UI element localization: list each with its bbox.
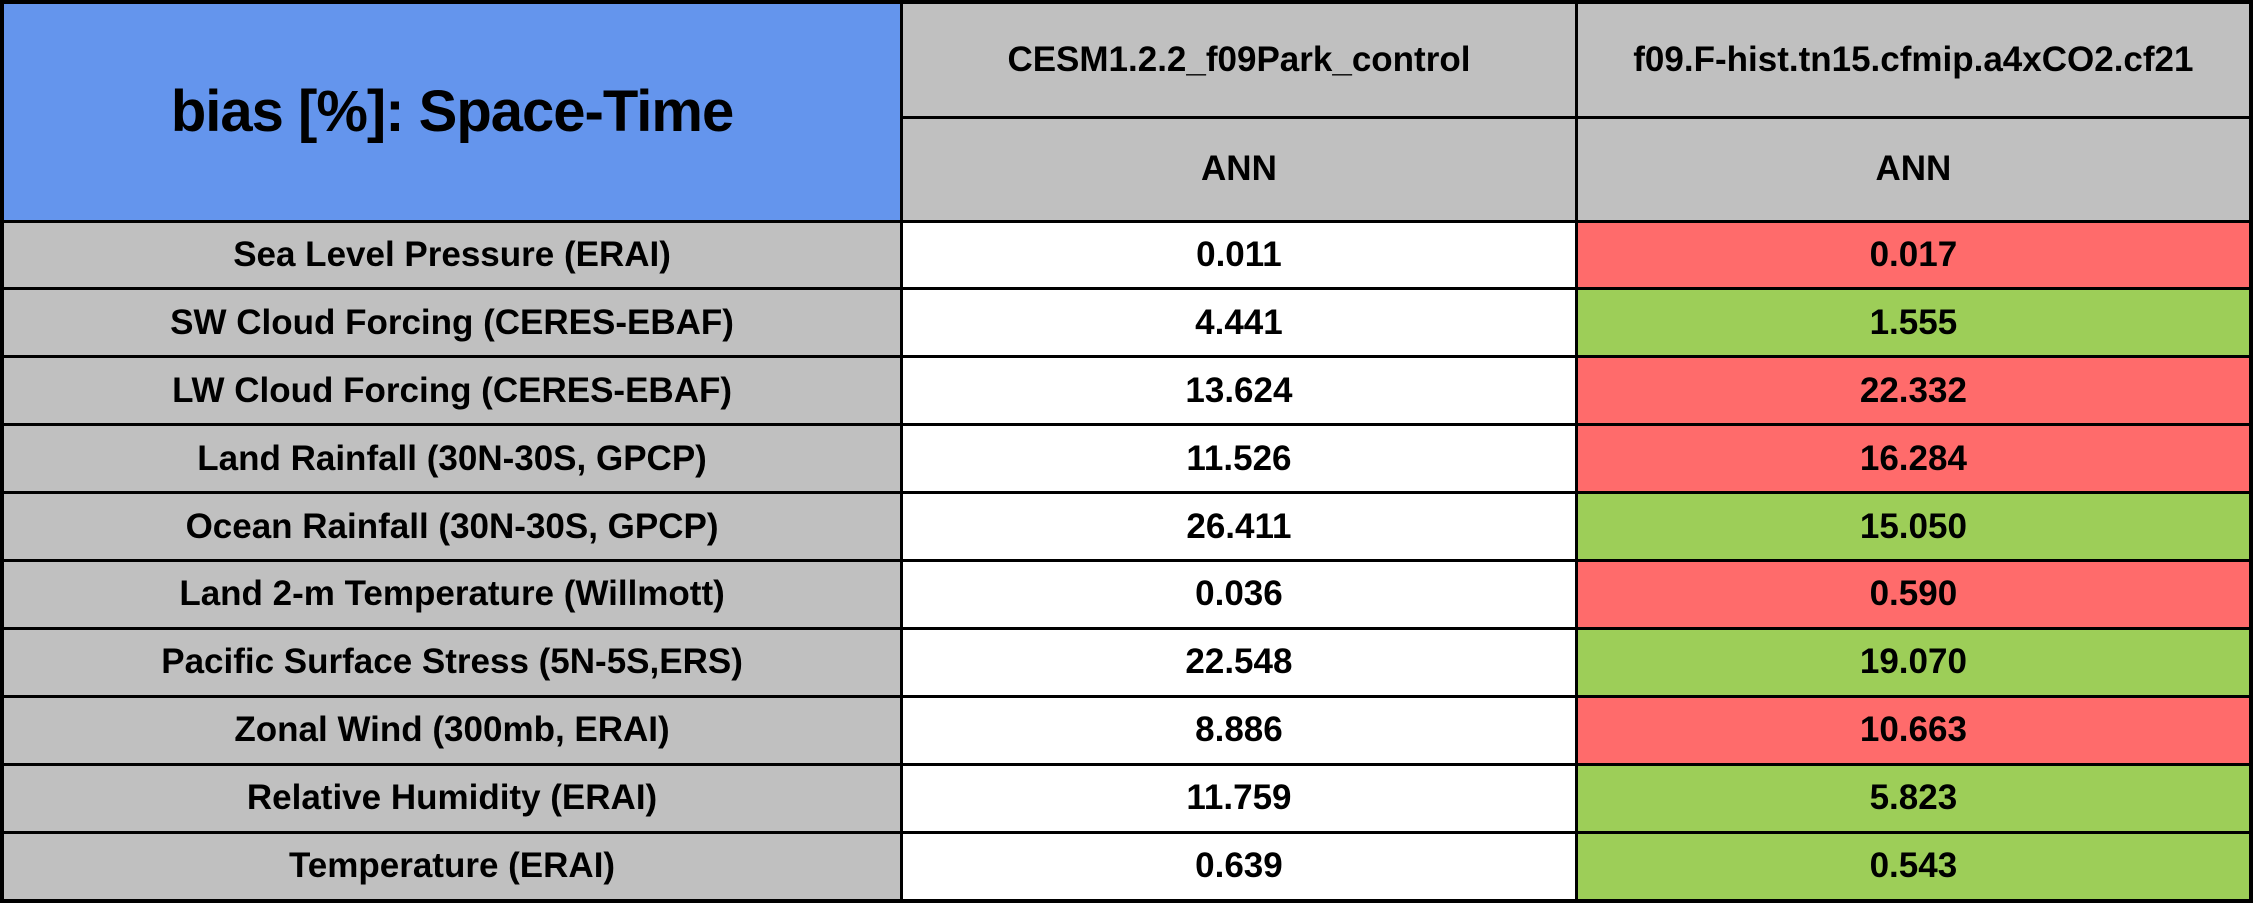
metric-value-test: 22.332	[1574, 355, 2253, 427]
metric-value-control: 13.624	[900, 355, 1578, 427]
table-title: bias [%]: Space-Time	[0, 0, 904, 223]
metric-value-control: 22.548	[900, 626, 1578, 698]
table-row: Ocean Rainfall (30N-30S, GPCP) 26.411 15…	[0, 491, 2253, 563]
metric-label: SW Cloud Forcing (CERES-EBAF)	[0, 287, 904, 359]
model-header-control: CESM1.2.2_f09Park_control	[900, 0, 1578, 119]
metric-value-control: 0.639	[900, 830, 1578, 903]
metric-label: LW Cloud Forcing (CERES-EBAF)	[0, 355, 904, 427]
model-header-test: f09.F-hist.tn15.cfmip.a4xCO2.cf21	[1574, 0, 2253, 119]
season-header-test: ANN	[1574, 115, 2253, 223]
metric-value-control: 11.759	[900, 762, 1578, 834]
metric-label: Pacific Surface Stress (5N-5S,ERS)	[0, 626, 904, 698]
metric-value-control: 26.411	[900, 491, 1578, 563]
metric-value-test: 0.543	[1574, 830, 2253, 903]
metric-label: Land 2-m Temperature (Willmott)	[0, 559, 904, 630]
metric-value-test: 16.284	[1574, 423, 2253, 495]
metric-label: Zonal Wind (300mb, ERAI)	[0, 694, 904, 766]
metric-value-test: 19.070	[1574, 626, 2253, 698]
metric-label: Land Rainfall (30N-30S, GPCP)	[0, 423, 904, 495]
metric-value-test: 10.663	[1574, 694, 2253, 766]
metric-value-control: 0.011	[900, 219, 1578, 291]
table-row: Temperature (ERAI) 0.639 0.543	[0, 830, 2253, 903]
season-header-control: ANN	[900, 115, 1578, 223]
metric-label: Ocean Rainfall (30N-30S, GPCP)	[0, 491, 904, 563]
metric-value-test: 0.590	[1574, 559, 2253, 630]
table-row: LW Cloud Forcing (CERES-EBAF) 13.624 22.…	[0, 355, 2253, 427]
metric-label: Relative Humidity (ERAI)	[0, 762, 904, 834]
table-row: Pacific Surface Stress (5N-5S,ERS) 22.54…	[0, 626, 2253, 698]
metric-value-test: 5.823	[1574, 762, 2253, 834]
header-row-models: bias [%]: Space-Time CESM1.2.2_f09Park_c…	[0, 0, 2253, 223]
metric-label: Temperature (ERAI)	[0, 830, 904, 903]
table-row: Sea Level Pressure (ERAI) 0.011 0.017	[0, 219, 2253, 291]
table-row: Land 2-m Temperature (Willmott) 0.036 0.…	[0, 559, 2253, 630]
metric-value-control: 4.441	[900, 287, 1578, 359]
table-row: Land Rainfall (30N-30S, GPCP) 11.526 16.…	[0, 423, 2253, 495]
metric-value-control: 8.886	[900, 694, 1578, 766]
metric-label: Sea Level Pressure (ERAI)	[0, 219, 904, 291]
metric-value-control: 0.036	[900, 559, 1578, 630]
metric-value-test: 1.555	[1574, 287, 2253, 359]
metric-value-control: 11.526	[900, 423, 1578, 495]
metric-value-test: 0.017	[1574, 219, 2253, 291]
table-row: Relative Humidity (ERAI) 11.759 5.823	[0, 762, 2253, 834]
header-row-seasons: ANN ANN	[2, 115, 2253, 223]
table-row: Zonal Wind (300mb, ERAI) 8.886 10.663	[0, 694, 2253, 766]
metric-value-test: 15.050	[1574, 491, 2253, 563]
table-row: SW Cloud Forcing (CERES-EBAF) 4.441 1.55…	[0, 287, 2253, 359]
